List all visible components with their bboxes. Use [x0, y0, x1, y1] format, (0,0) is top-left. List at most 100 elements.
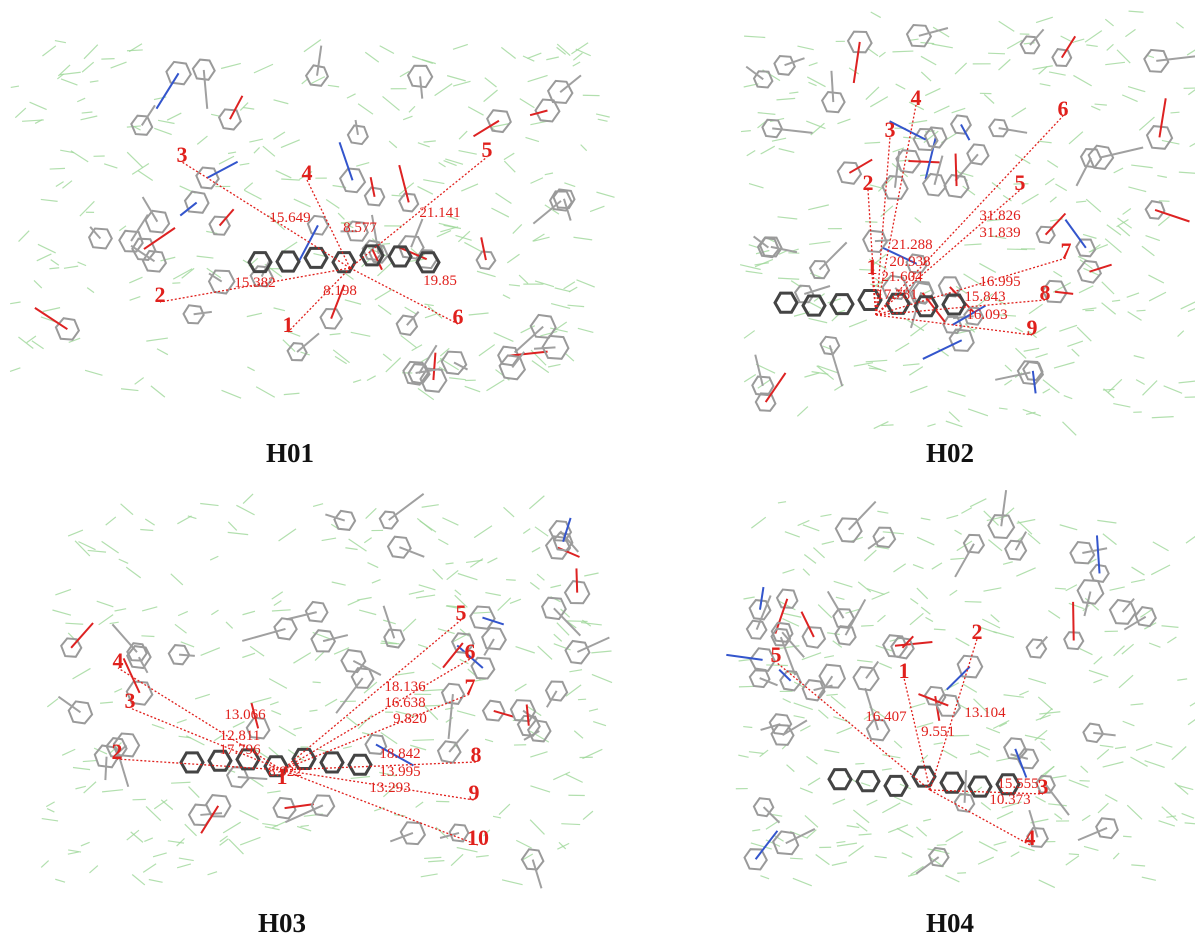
- contact-dash: [383, 354, 391, 361]
- molecule-number: 3: [885, 117, 896, 142]
- bond: [530, 111, 547, 116]
- contact-dash: [1107, 44, 1114, 50]
- contact-dash: [744, 331, 755, 339]
- contact-dash: [271, 711, 281, 715]
- contact-dash: [818, 605, 832, 618]
- contact-dash: [787, 765, 795, 772]
- contact-dash: [813, 548, 824, 558]
- contact-dash: [1105, 795, 1117, 802]
- contact-dash: [189, 787, 200, 798]
- contact-dash: [1128, 87, 1145, 92]
- contact-dash: [571, 43, 588, 54]
- contact-dash: [861, 783, 870, 786]
- contact-dash: [1105, 19, 1113, 26]
- contact-dash: [185, 824, 197, 836]
- contact-dash: [1152, 417, 1174, 418]
- contact-dash: [983, 588, 1001, 591]
- contact-dash: [461, 184, 478, 191]
- contact-dash: [789, 92, 798, 93]
- contact-dash: [65, 623, 83, 624]
- contact-dash: [416, 595, 435, 598]
- contact-dash: [751, 517, 765, 528]
- ring: [450, 825, 469, 842]
- molecule-number: 6: [465, 639, 476, 664]
- contact-dash: [1028, 533, 1040, 543]
- bond: [1082, 548, 1107, 553]
- contact-dash: [131, 832, 143, 842]
- bond: [230, 96, 242, 119]
- contact-dash: [964, 244, 981, 245]
- contact-dash: [927, 424, 935, 426]
- contact-dash: [1186, 533, 1195, 543]
- contact-dash: [55, 41, 66, 43]
- contact-dash: [1011, 852, 1020, 857]
- contact-dash: [104, 164, 117, 168]
- contact-dash: [250, 698, 271, 704]
- contact-dash: [800, 726, 810, 731]
- contact-dash: [416, 802, 424, 807]
- contact-dash: [412, 56, 433, 63]
- central-ring: [829, 770, 851, 789]
- molecule-number: 2: [155, 282, 166, 307]
- contact-dash: [741, 131, 751, 132]
- contact-dash: [10, 368, 20, 372]
- molecule-number: 9: [469, 780, 480, 805]
- contact-dash: [1166, 816, 1176, 817]
- contact-dash: [84, 45, 98, 59]
- contact-dash: [294, 727, 302, 729]
- contact-dash: [353, 380, 361, 383]
- ring: [835, 626, 855, 645]
- distance-label: 13.104: [964, 705, 1006, 721]
- contact-dash: [833, 717, 849, 722]
- contact-dash: [1164, 386, 1182, 393]
- contact-dash: [219, 156, 234, 164]
- contact-dash: [783, 699, 791, 703]
- contact-dash: [1045, 178, 1054, 184]
- contact-dash: [849, 320, 867, 327]
- contact-dash: [1142, 246, 1155, 256]
- contact-dash: [546, 57, 559, 60]
- molecule-number: 6: [1058, 96, 1069, 121]
- contact-dash: [1012, 108, 1026, 117]
- contact-dash: [438, 539, 448, 544]
- contact-dash: [157, 349, 168, 355]
- bond: [895, 642, 932, 646]
- contact-dash: [81, 116, 98, 120]
- bond: [285, 804, 314, 808]
- contact-dash: [1089, 670, 1108, 676]
- ring: [119, 231, 142, 252]
- contact-dash: [831, 696, 845, 708]
- distance-label: 10.373: [989, 792, 1030, 808]
- contact-dash: [1142, 381, 1157, 396]
- contact-dash: [504, 153, 514, 159]
- bond: [1156, 56, 1195, 61]
- contact-dash: [1054, 362, 1074, 368]
- contact-dash: [115, 609, 127, 611]
- contact-dash: [538, 646, 552, 659]
- contact-dash: [1079, 286, 1093, 293]
- contact-dash: [583, 811, 593, 819]
- contact-dash: [866, 87, 879, 100]
- contact-dash: [487, 558, 497, 563]
- contact-dash: [909, 367, 922, 376]
- bond: [399, 165, 409, 202]
- contact-dash: [809, 63, 818, 66]
- ring: [89, 229, 112, 249]
- molecule-number: 3: [177, 142, 188, 167]
- contact-dash: [758, 113, 776, 115]
- contact-dash: [1085, 31, 1102, 43]
- bond: [194, 312, 212, 314]
- contact-dash: [857, 660, 873, 662]
- contact-dash: [73, 768, 90, 770]
- contact-dash: [1151, 565, 1170, 575]
- contact-dash: [419, 585, 436, 590]
- contact-dash: [294, 199, 311, 207]
- contact-dash: [240, 103, 248, 111]
- contact-dash: [1043, 389, 1050, 393]
- molecule-number: 8: [1040, 280, 1051, 305]
- contact-dash: [877, 511, 888, 513]
- contact-dash: [1040, 84, 1051, 86]
- contact-dash: [222, 390, 242, 398]
- contact-dash: [1103, 534, 1117, 545]
- contact-dash: [1067, 341, 1082, 346]
